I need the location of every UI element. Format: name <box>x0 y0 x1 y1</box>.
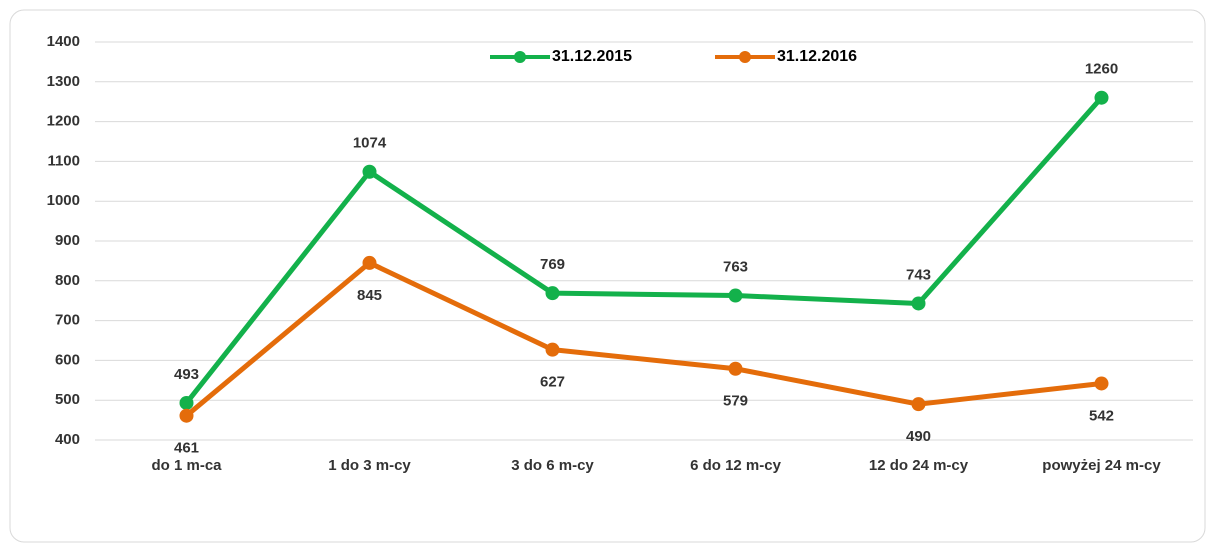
data-point <box>545 286 560 301</box>
data-point <box>911 397 926 412</box>
y-tick-label: 1000 <box>47 192 80 209</box>
x-tick-label: do 1 m-ca <box>151 457 222 474</box>
data-point <box>179 395 194 410</box>
y-tick-label: 600 <box>55 351 80 368</box>
series-line <box>184 260 1102 418</box>
data-label: 493 <box>174 366 199 383</box>
y-tick-label: 800 <box>55 272 80 289</box>
data-label: 490 <box>906 428 931 445</box>
y-tick-label: 700 <box>55 312 80 329</box>
data-label: 542 <box>1089 407 1114 424</box>
y-tick-label: 1400 <box>47 33 80 50</box>
x-tick-label: 3 do 6 m-cy <box>511 457 594 474</box>
legend-label: 31.12.2016 <box>777 48 857 65</box>
data-point <box>362 164 377 179</box>
data-point <box>911 296 926 311</box>
x-tick-label: 6 do 12 m-cy <box>690 457 782 474</box>
chart-frame <box>9 9 1206 543</box>
y-tick-label: 400 <box>55 431 80 448</box>
data-point <box>1094 90 1109 105</box>
data-label: 461 <box>174 440 199 457</box>
data-label: 1074 <box>353 135 387 152</box>
legend-marker <box>739 51 751 63</box>
data-label: 743 <box>906 266 931 283</box>
legend-label: 31.12.2015 <box>552 48 632 65</box>
y-tick-label: 1200 <box>47 113 80 130</box>
y-tick-label: 1100 <box>47 152 80 169</box>
x-tick-label: powyżej 24 m-cy <box>1042 457 1161 474</box>
y-tick-label: 1300 <box>47 73 80 90</box>
data-point <box>362 255 377 270</box>
y-tick-label: 500 <box>55 391 80 408</box>
data-point <box>179 408 194 423</box>
data-point <box>728 288 743 303</box>
y-tick-label: 900 <box>55 232 80 249</box>
data-point <box>545 342 560 357</box>
data-label: 769 <box>540 256 565 273</box>
legend-marker <box>514 51 526 63</box>
x-tick-label: 1 do 3 m-cy <box>328 457 411 474</box>
data-point <box>1094 376 1109 391</box>
data-label: 579 <box>723 393 748 410</box>
data-label: 1260 <box>1085 61 1118 78</box>
data-label: 763 <box>723 258 748 275</box>
data-label: 627 <box>540 374 565 391</box>
data-label: 845 <box>357 287 382 304</box>
x-tick-label: 12 do 24 m-cy <box>869 457 969 474</box>
data-point <box>728 361 743 376</box>
series-line <box>184 96 1104 405</box>
